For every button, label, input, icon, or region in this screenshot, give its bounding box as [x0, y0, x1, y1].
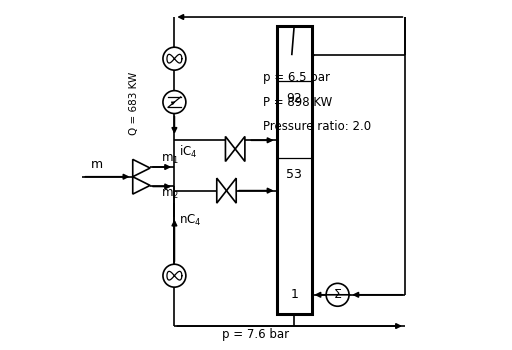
Text: 92: 92	[286, 92, 302, 105]
Text: m$_2$: m$_2$	[161, 188, 179, 201]
Text: 1: 1	[290, 288, 298, 301]
Text: Pressure ratio: 2.0: Pressure ratio: 2.0	[263, 120, 371, 133]
Text: 53: 53	[286, 168, 302, 182]
Text: m$_1$: m$_1$	[161, 153, 179, 166]
Bar	[277, 26, 312, 314]
Text: Q = 683 KW: Q = 683 KW	[130, 72, 139, 135]
Text: iC$_4$: iC$_4$	[179, 145, 197, 161]
Text: P = 898 KW: P = 898 KW	[263, 96, 332, 108]
Text: p = 6.5 bar: p = 6.5 bar	[263, 71, 330, 84]
Text: m: m	[91, 158, 103, 171]
Text: Σ: Σ	[334, 288, 342, 301]
Text: p = 7.6 bar: p = 7.6 bar	[222, 328, 290, 341]
Text: nC$_4$: nC$_4$	[179, 212, 201, 228]
